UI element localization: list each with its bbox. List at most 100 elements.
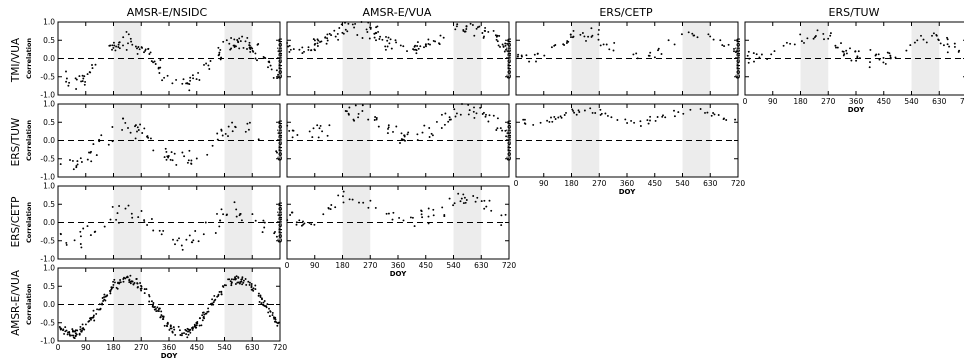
data-point <box>342 201 345 204</box>
data-point <box>946 38 949 41</box>
data-point <box>190 162 193 165</box>
data-point <box>242 279 245 282</box>
data-point <box>143 51 145 54</box>
x-axis-label: DOY <box>390 270 408 278</box>
data-point <box>67 84 70 87</box>
data-point <box>427 215 430 218</box>
data-point <box>492 29 495 32</box>
data-point <box>213 299 216 302</box>
data-point <box>374 116 377 118</box>
data-point <box>287 45 290 48</box>
panel-amsr-e-vua-vs-amsr-e-nsidc: -1.0 -0.5 0.0 0.5 1.0 Correlation 0 90 180 270 360… <box>25 264 287 361</box>
y-tick-label: -1.0 <box>40 91 55 100</box>
data-point <box>274 230 276 233</box>
data-point <box>227 135 229 138</box>
data-point <box>89 317 92 320</box>
data-point <box>310 223 313 226</box>
data-point <box>244 40 247 43</box>
data-point <box>139 282 142 284</box>
data-point <box>141 132 144 134</box>
data-point <box>178 237 180 240</box>
data-point <box>240 219 243 222</box>
data-point <box>186 336 189 339</box>
data-point <box>599 113 602 116</box>
data-point <box>230 278 233 281</box>
data-point <box>569 33 572 36</box>
data-point <box>160 310 163 313</box>
data-point <box>159 59 162 61</box>
data-point <box>693 34 696 37</box>
data-point <box>248 46 251 49</box>
data-point <box>254 57 257 60</box>
data-point <box>170 151 173 154</box>
data-point <box>326 134 329 137</box>
data-point <box>913 41 916 44</box>
data-point <box>369 27 372 30</box>
data-point <box>259 296 262 298</box>
data-point <box>387 124 390 127</box>
data-point <box>597 28 600 31</box>
data-point <box>110 287 113 290</box>
data-point <box>244 278 247 280</box>
data-point <box>823 38 825 41</box>
data-point <box>191 74 194 77</box>
data-point <box>459 113 462 116</box>
x-tick-label: 90 <box>768 97 778 106</box>
data-point <box>174 333 177 336</box>
data-point <box>553 115 556 118</box>
data-point <box>503 50 506 53</box>
data-point <box>793 43 796 46</box>
data-point <box>610 116 613 119</box>
data-point <box>129 37 132 40</box>
data-point <box>137 129 140 131</box>
data-point <box>886 51 889 54</box>
data-point <box>150 60 153 63</box>
data-point <box>454 28 457 31</box>
data-point <box>267 311 270 314</box>
data-point <box>124 207 127 210</box>
data-point <box>261 231 264 234</box>
data-point <box>121 128 124 131</box>
data-point <box>680 33 683 36</box>
data-point <box>63 332 66 335</box>
data-point <box>494 34 497 37</box>
data-point <box>176 239 179 242</box>
data-point <box>905 49 908 52</box>
data-point <box>505 48 507 51</box>
y-tick-label: -1.0 <box>40 255 55 264</box>
data-point <box>181 332 184 335</box>
y-tick-label: -0.5 <box>40 72 55 81</box>
x-tick-label: 540 <box>217 343 232 352</box>
data-point <box>195 157 198 160</box>
panel-ers-tuw-vs-amsr-e-nsidc: -1.0 -0.5 0.0 0.5 1.0 Correlation <box>25 100 281 182</box>
data-point <box>274 318 277 321</box>
data-point <box>86 158 89 161</box>
data-point <box>321 130 324 133</box>
data-point <box>931 34 933 37</box>
data-point <box>277 73 280 76</box>
data-point <box>559 115 562 118</box>
data-point <box>317 136 320 139</box>
data-point <box>200 324 203 327</box>
data-point <box>266 303 269 306</box>
data-point <box>373 119 376 121</box>
y-tick-label: -1.0 <box>40 173 55 182</box>
data-point <box>181 151 184 154</box>
data-point <box>599 108 602 111</box>
data-point <box>269 64 272 67</box>
data-point <box>82 77 85 80</box>
data-point <box>318 127 321 130</box>
data-point <box>234 276 236 279</box>
data-point <box>442 36 445 39</box>
data-point <box>387 126 390 129</box>
data-point <box>139 123 142 126</box>
data-point <box>485 113 487 116</box>
data-point <box>130 280 133 283</box>
data-point <box>221 134 224 137</box>
data-point <box>163 76 166 79</box>
data-point <box>158 72 161 74</box>
data-point <box>481 113 484 115</box>
data-point <box>167 155 170 157</box>
data-point <box>197 240 200 243</box>
data-point <box>594 112 597 114</box>
